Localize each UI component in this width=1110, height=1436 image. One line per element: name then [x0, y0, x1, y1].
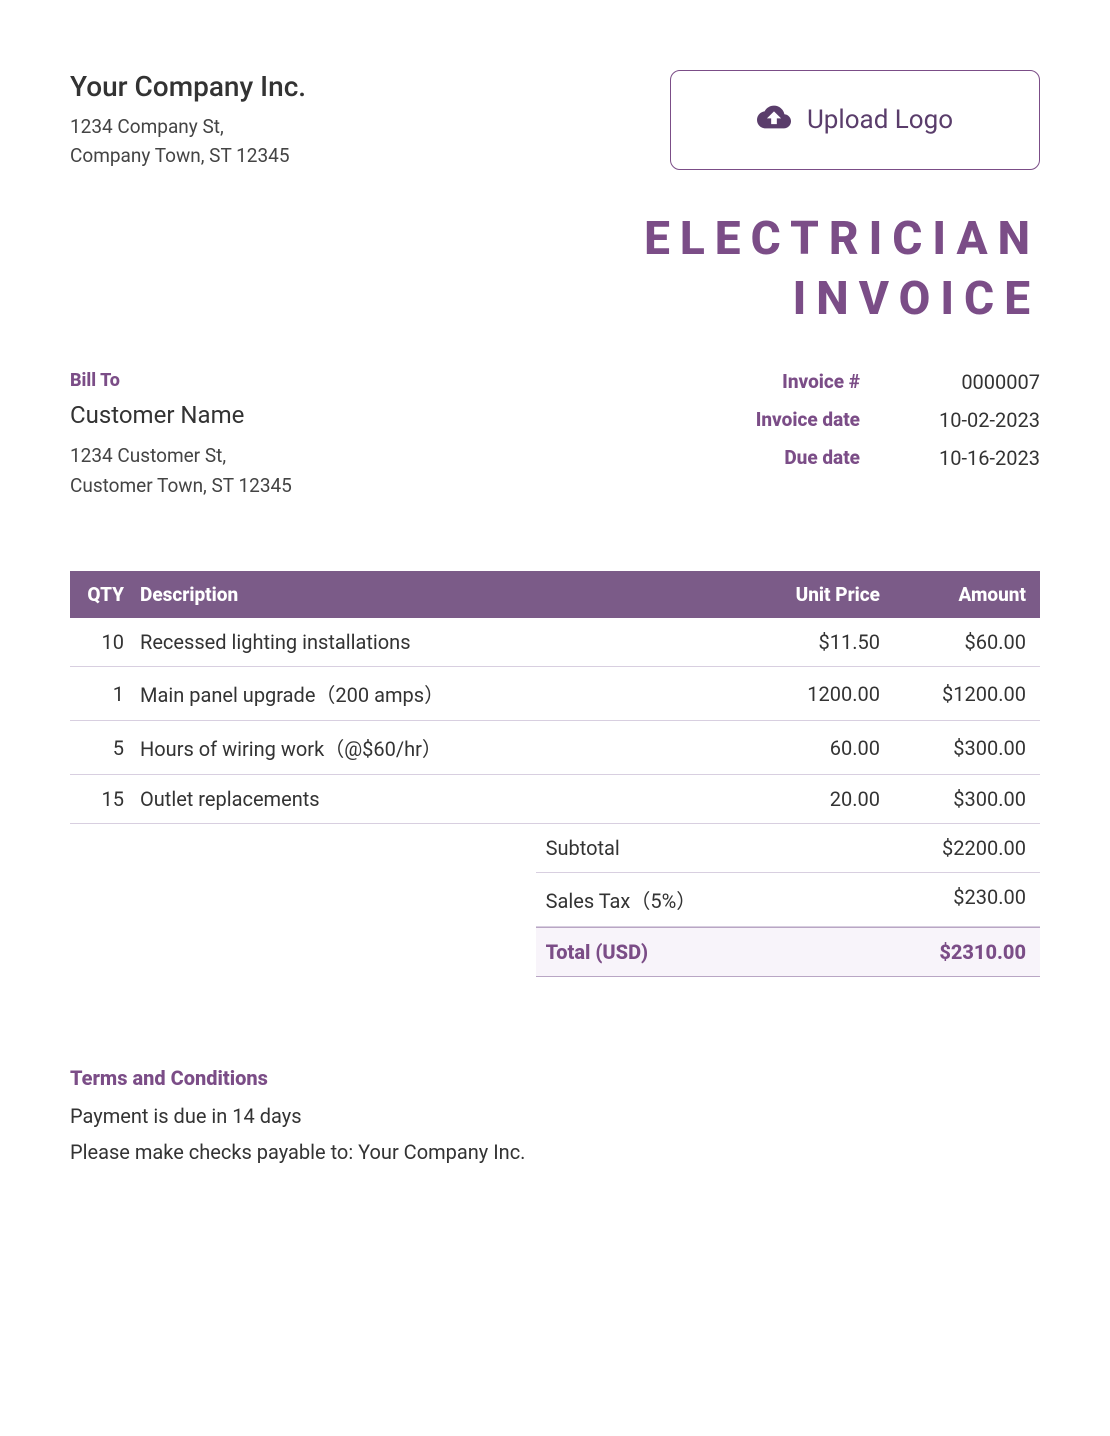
col-unit-price: Unit Price [720, 571, 890, 618]
bill-to-heading: Bill To [70, 370, 756, 391]
table-row: 1Main panel upgrade（200 amps）1200.00$120… [70, 667, 1040, 721]
table-row: 10Recessed lighting installations$11.50$… [70, 618, 1040, 667]
document-title-line1: ELECTRICIAN [70, 210, 1040, 270]
upload-logo-button[interactable]: Upload Logo [670, 70, 1040, 170]
company-name: Your Company Inc. [70, 70, 670, 103]
cell-description: Hours of wiring work（@$60/hr） [130, 721, 720, 775]
customer-address-line2: Customer Town, ST 12345 [70, 471, 756, 501]
terms-heading: Terms and Conditions [70, 1066, 1040, 1090]
line-items-table: QTY Description Unit Price Amount 10Rece… [70, 571, 1040, 824]
cell-qty: 15 [70, 775, 130, 824]
customer-address: 1234 Customer St, Customer Town, ST 1234… [70, 441, 756, 502]
cell-amount: $60.00 [890, 618, 1040, 667]
cell-description: Outlet replacements [130, 775, 720, 824]
document-title-line2: INVOICE [70, 270, 1040, 330]
cell-description: Recessed lighting installations [130, 618, 720, 667]
terms-line-2: Please make checks payable to: Your Comp… [70, 1140, 1040, 1164]
due-date-value: 10-16-2023 [910, 446, 1040, 470]
table-row: 5Hours of wiring work（@$60/hr）60.00$300.… [70, 721, 1040, 775]
customer-name: Customer Name [70, 401, 756, 429]
subtotal-value: $2200.00 [942, 836, 1026, 860]
total-row: Total (USD) $2310.00 [536, 927, 1040, 977]
cell-amount: $300.00 [890, 721, 1040, 775]
bill-to-block: Bill To Customer Name 1234 Customer St, … [70, 370, 756, 502]
invoice-date-label: Invoice date [756, 408, 860, 431]
invoice-number-value: 0000007 [910, 370, 1040, 394]
terms-block: Terms and Conditions Payment is due in 1… [70, 1066, 1040, 1176]
cell-qty: 5 [70, 721, 130, 775]
cell-amount: $1200.00 [890, 667, 1040, 721]
upload-logo-label: Upload Logo [807, 105, 953, 135]
due-date-label: Due date [756, 446, 860, 469]
tax-row: Sales Tax（5%） $230.00 [536, 873, 1040, 927]
total-value: $2310.00 [939, 940, 1026, 964]
cloud-upload-icon [757, 100, 791, 141]
invoice-number-label: Invoice # [756, 370, 860, 393]
table-header-row: QTY Description Unit Price Amount [70, 571, 1040, 618]
tax-label: Sales Tax（5%） [546, 885, 697, 914]
cell-unit-price: 20.00 [720, 775, 890, 824]
col-qty: QTY [70, 571, 130, 618]
terms-line-1: Payment is due in 14 days [70, 1104, 1040, 1128]
company-address-line2: Company Town, ST 12345 [70, 142, 670, 171]
cell-qty: 1 [70, 667, 130, 721]
cell-unit-price: $11.50 [720, 618, 890, 667]
cell-description: Main panel upgrade（200 amps） [130, 667, 720, 721]
cell-unit-price: 60.00 [720, 721, 890, 775]
document-title: ELECTRICIAN INVOICE [70, 210, 1040, 330]
invoice-date-value: 10-02-2023 [910, 408, 1040, 432]
customer-address-line1: 1234 Customer St, [70, 441, 756, 471]
cell-amount: $300.00 [890, 775, 1040, 824]
subtotal-label: Subtotal [546, 836, 620, 860]
table-row: 15Outlet replacements20.00$300.00 [70, 775, 1040, 824]
cell-qty: 10 [70, 618, 130, 667]
company-address: 1234 Company St, Company Town, ST 12345 [70, 113, 670, 170]
cell-unit-price: 1200.00 [720, 667, 890, 721]
col-amount: Amount [890, 571, 1040, 618]
subtotal-row: Subtotal $2200.00 [536, 824, 1040, 873]
total-label: Total (USD) [546, 940, 648, 964]
totals-block: Subtotal $2200.00 Sales Tax（5%） $230.00 … [536, 824, 1040, 977]
company-address-line1: 1234 Company St, [70, 113, 670, 142]
col-description: Description [130, 571, 720, 618]
invoice-meta: Invoice # 0000007 Invoice date 10-02-202… [756, 370, 1040, 470]
tax-value: $230.00 [953, 885, 1026, 914]
company-block: Your Company Inc. 1234 Company St, Compa… [70, 70, 670, 170]
meta-row: Bill To Customer Name 1234 Customer St, … [70, 370, 1040, 502]
header-row: Your Company Inc. 1234 Company St, Compa… [70, 70, 1040, 170]
